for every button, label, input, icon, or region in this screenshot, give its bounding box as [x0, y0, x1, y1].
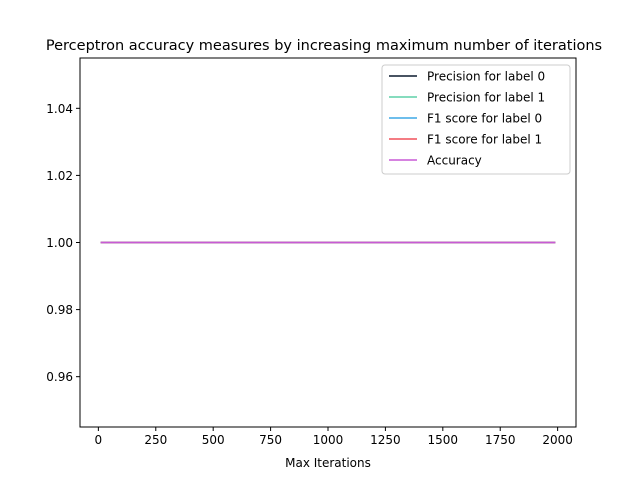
y-tick-label: 0.98 [46, 303, 73, 317]
x-tick-label: 750 [259, 433, 282, 447]
legend-label: Precision for label 0 [427, 70, 545, 84]
chart-title: Perceptron accuracy measures by increasi… [46, 38, 602, 54]
x-axis-label: Max Iterations [285, 456, 371, 470]
x-axis: 0 250 500 750 1000 1250 1500 1750 2000 [95, 427, 573, 447]
legend-label: Precision for label 1 [427, 91, 545, 105]
y-axis: 0.96 0.98 1.00 1.02 1.04 [46, 102, 80, 384]
y-tick-label: 1.02 [46, 169, 73, 183]
x-tick-label: 250 [144, 433, 167, 447]
legend-box [381, 64, 571, 175]
y-tick-label: 1.00 [46, 236, 73, 250]
legend-label: F1 score for label 1 [427, 133, 542, 147]
x-tick-label: 2000 [542, 433, 573, 447]
y-tick-label: 1.04 [46, 102, 73, 116]
x-tick-label: 1000 [313, 433, 344, 447]
legend-label: Accuracy [427, 154, 482, 168]
x-tick-label: 1750 [485, 433, 516, 447]
x-tick-label: 1250 [370, 433, 401, 447]
legend: Precision for label 0 Precision for label… [381, 64, 571, 175]
x-tick-label: 0 [95, 433, 103, 447]
x-tick-label: 1500 [428, 433, 459, 447]
x-tick-label: 500 [202, 433, 225, 447]
legend-label: F1 score for label 0 [427, 112, 542, 126]
y-tick-label: 0.96 [46, 370, 73, 384]
